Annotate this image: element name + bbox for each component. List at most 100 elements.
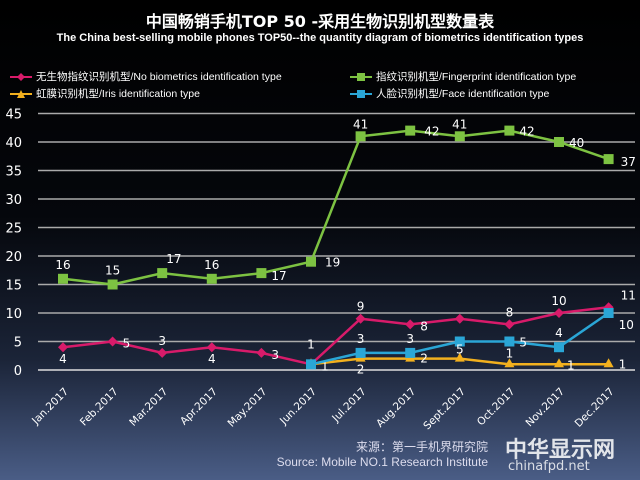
data-label: 8 — [420, 319, 428, 333]
data-label: 16 — [55, 258, 70, 272]
data-label: 2 — [357, 363, 365, 377]
data-point — [405, 319, 416, 330]
data-label: 10 — [551, 294, 566, 308]
y-tick-label: 30 — [5, 193, 22, 208]
data-point — [157, 268, 168, 279]
data-label: 5 — [456, 343, 464, 357]
x-tick-label: Apr.2017 — [178, 386, 220, 428]
data-label: 1 — [307, 337, 315, 351]
x-tick-label: Oct.2017 — [475, 386, 518, 429]
data-point — [504, 336, 515, 347]
watermark-cn: 中华显示网 — [505, 438, 616, 463]
data-label: 4 — [208, 352, 216, 366]
data-point — [355, 131, 366, 142]
data-label: 17 — [271, 269, 286, 283]
series-line — [62, 306, 609, 366]
data-label: 5 — [123, 337, 131, 351]
y-tick-label: 0 — [14, 364, 22, 379]
data-point — [405, 347, 416, 358]
data-point — [256, 268, 267, 279]
y-tick-label: 45 — [5, 108, 22, 123]
data-point — [454, 352, 465, 362]
data-point — [58, 273, 68, 284]
legend-marker — [350, 89, 372, 98]
data-label: 11 — [621, 288, 636, 302]
data-label: 17 — [166, 252, 181, 266]
y-tick-label: 40 — [5, 136, 22, 151]
data-point — [306, 256, 316, 267]
data-point — [554, 342, 564, 353]
data-point — [206, 273, 217, 284]
data-label: 8 — [506, 305, 514, 319]
data-label: 40 — [569, 136, 584, 150]
chart-title: 中国畅销手机TOP 50 -采用生物识别机型数量表 — [145, 12, 495, 31]
x-tick-label: Jun.2017 — [277, 386, 319, 428]
data-point — [504, 319, 515, 330]
legend-marker — [350, 72, 372, 81]
source-en: Source: Mobile NO.1 Research Institute — [276, 455, 488, 469]
data-label: 15 — [105, 264, 120, 278]
data-label: 1 — [321, 359, 329, 373]
legend-marker — [10, 72, 32, 81]
data-point — [157, 347, 168, 358]
y-tick-label: 35 — [5, 165, 22, 180]
data-label: 41 — [353, 117, 368, 131]
data-point — [504, 358, 515, 368]
data-point — [454, 313, 465, 324]
data-label: 42 — [424, 125, 439, 139]
data-point — [454, 336, 465, 347]
source-cn: 来源：第一手机界研究院 — [355, 440, 488, 454]
data-label: 37 — [621, 155, 636, 169]
data-label: 4 — [555, 326, 563, 340]
x-tick-label: Dec.2017 — [573, 386, 617, 430]
data-label: 41 — [452, 117, 467, 131]
legend-marker — [10, 89, 32, 98]
data-point — [107, 336, 118, 347]
legend-label: 无生物指纹识别机型/No biometrics identification t… — [36, 71, 282, 83]
x-tick-label: Aug.2017 — [374, 386, 418, 430]
data-label: 3 — [357, 332, 365, 346]
x-tick-label: Nov.2017 — [523, 386, 567, 430]
x-tick-label: Feb.2017 — [78, 386, 121, 429]
y-tick-label: 20 — [5, 250, 22, 265]
data-label: 5 — [519, 336, 527, 350]
data-point — [554, 308, 564, 318]
x-tick-label: Jul.2017 — [329, 386, 368, 425]
x-tick-label: Jan.2017 — [29, 386, 71, 428]
data-point — [58, 342, 68, 353]
data-point — [554, 358, 564, 368]
data-label: 19 — [325, 256, 340, 270]
data-point — [306, 359, 316, 370]
data-label: 9 — [357, 300, 365, 314]
y-tick-label: 10 — [5, 307, 22, 322]
x-tick-label: Sept.2017 — [421, 386, 468, 433]
data-label: 2 — [420, 352, 428, 366]
source-note: 来源：第一手机界研究院 Source: Mobile NO.1 Research … — [277, 440, 488, 470]
data-point — [603, 308, 614, 318]
legend-item-no-biometrics: 无生物指纹识别机型/No biometrics identification t… — [10, 69, 282, 84]
data-label: 10 — [619, 318, 634, 332]
watermark-en: chinafpd.net — [508, 459, 590, 474]
data-label: 3 — [158, 334, 166, 348]
data-point — [504, 125, 515, 136]
y-tick-label: 25 — [5, 222, 22, 237]
x-tick-label: May.2017 — [225, 386, 269, 430]
y-tick-label: 15 — [5, 279, 22, 294]
data-point — [355, 313, 366, 324]
data-point — [454, 131, 465, 142]
legend-item-fingerprint: 指纹识别机型/Fingerprint identification type — [350, 69, 576, 84]
data-point — [107, 279, 118, 290]
data-label: 4 — [59, 352, 67, 366]
data-point — [256, 347, 267, 358]
data-label: 1 — [506, 346, 514, 360]
data-label: 16 — [204, 258, 219, 272]
data-label: 3 — [406, 332, 414, 346]
series-line — [62, 129, 610, 286]
y-tick-label: 5 — [14, 336, 22, 351]
data-point — [405, 125, 416, 136]
legend-label: 人脸识别机型/Face identification type — [376, 88, 550, 100]
legend-item-iris: 虹膜识别机型/Iris identification type — [10, 86, 200, 101]
data-label: 1 — [619, 357, 627, 371]
x-tick-label: Mar.2017 — [127, 386, 170, 429]
